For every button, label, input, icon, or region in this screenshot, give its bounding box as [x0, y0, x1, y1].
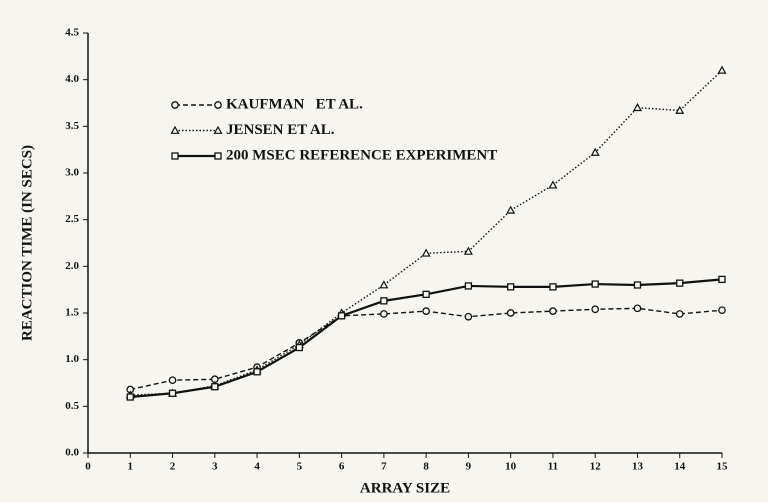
point — [422, 307, 430, 315]
x-tick-label: 1 — [128, 461, 134, 473]
point — [464, 312, 473, 321]
point — [168, 389, 177, 397]
point — [676, 279, 684, 287]
y-axis-label: REACTION TIME (IN SECS) — [19, 145, 35, 341]
point — [506, 205, 516, 214]
point — [421, 248, 431, 257]
point — [549, 283, 557, 291]
y-tick-label: 1.0 — [65, 353, 79, 365]
x-tick-label: 10 — [505, 461, 517, 473]
point — [591, 305, 600, 314]
point — [506, 309, 515, 317]
point — [337, 312, 346, 320]
y-tick-label: 4.5 — [65, 27, 79, 39]
legend-marker — [170, 125, 180, 134]
series-line — [130, 69, 723, 396]
y-tick-label: 2.5 — [65, 213, 79, 225]
x-tick-label: 7 — [381, 461, 387, 473]
point — [380, 310, 388, 318]
point — [548, 180, 558, 189]
x-tick-label: 8 — [423, 461, 429, 473]
x-tick-label: 4 — [254, 461, 260, 473]
point — [718, 306, 726, 315]
point — [549, 307, 557, 315]
point — [717, 65, 727, 74]
series-line — [130, 307, 723, 391]
legend-marker — [214, 101, 222, 109]
x-tick-label: 14 — [674, 461, 686, 473]
legend-marker — [213, 125, 223, 134]
point — [675, 105, 685, 114]
y-tick-label: 4.0 — [65, 73, 79, 85]
point — [463, 246, 473, 255]
x-tick-label: 9 — [466, 461, 472, 473]
y-tick-label: 3.0 — [65, 167, 79, 179]
x-tick-label: 13 — [632, 461, 644, 473]
x-tick-label: 2 — [170, 461, 176, 473]
point — [591, 280, 599, 288]
point — [295, 343, 303, 352]
point — [633, 281, 642, 289]
point — [632, 102, 642, 112]
x-tick-label: 6 — [339, 461, 345, 473]
point — [464, 282, 473, 290]
y-tick-label: 0.0 — [65, 447, 79, 459]
legend-marker — [214, 152, 222, 160]
y-tick-label: 0.5 — [65, 400, 79, 412]
point — [590, 147, 600, 156]
point — [422, 290, 430, 298]
point — [379, 280, 389, 289]
x-tick-label: 11 — [548, 461, 558, 473]
point — [718, 275, 726, 284]
point — [211, 383, 219, 391]
x-tick-label: 0 — [85, 461, 91, 473]
x-tick-label: 5 — [297, 461, 303, 473]
y-tick-label: 1.5 — [65, 307, 79, 319]
point — [253, 368, 261, 376]
x-tick-label: 15 — [717, 461, 729, 473]
legend-marker — [171, 152, 179, 160]
x-tick-label: 3 — [212, 461, 218, 473]
legend-label: 200 MSEC REFERENCE EXPERIMENT — [226, 147, 497, 163]
x-tick-label: 12 — [590, 461, 602, 473]
point — [168, 376, 177, 385]
legend-label: JENSEN ET AL. — [226, 122, 335, 138]
point — [380, 297, 388, 305]
y-tick-label: 2.0 — [65, 260, 79, 272]
x-axis-label: ARRAY SIZE — [360, 480, 450, 496]
point — [633, 304, 642, 313]
legend-marker — [171, 101, 179, 109]
legend-label: KAUFMAN ET AL. — [226, 96, 363, 112]
y-tick-label: 3.5 — [65, 120, 79, 132]
point — [675, 310, 684, 318]
point — [507, 283, 515, 291]
point — [126, 393, 134, 401]
